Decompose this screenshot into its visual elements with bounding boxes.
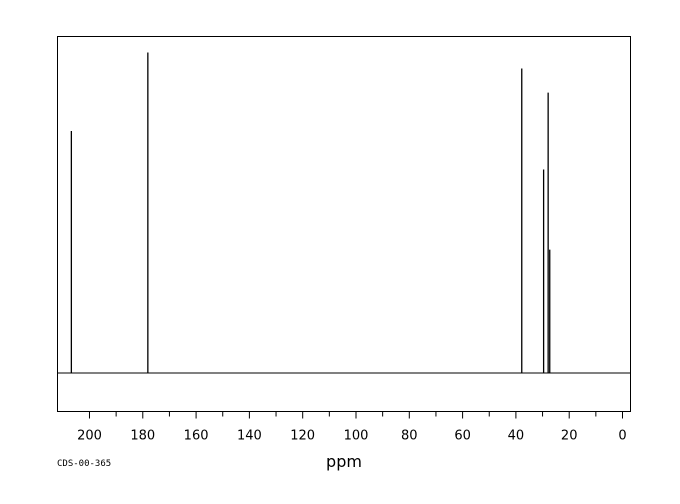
x-tick-label: 160 [184, 429, 209, 444]
x-axis-tick-labels: 200 180 160 140 120 100 80 60 40 20 0 [77, 429, 627, 444]
x-tick-label: 20 [561, 429, 578, 444]
x-tick-label: 100 [344, 429, 369, 444]
peaks-layer [70, 52, 551, 374]
x-tick-label: 0 [618, 429, 626, 444]
x-tick-label: 140 [237, 429, 262, 444]
x-axis-ticks [88, 411, 624, 419]
x-tick-label: 120 [290, 429, 315, 444]
x-tick-label: 40 [508, 429, 525, 444]
x-tick-label: 180 [130, 429, 155, 444]
x-tick-label: 200 [77, 429, 102, 444]
source-id-label: CDS-00-365 [57, 459, 111, 469]
x-axis-title: ppm [326, 452, 362, 471]
x-tick-label: 60 [454, 429, 471, 444]
plot-frame [57, 36, 631, 412]
x-tick-label: 80 [401, 429, 418, 444]
